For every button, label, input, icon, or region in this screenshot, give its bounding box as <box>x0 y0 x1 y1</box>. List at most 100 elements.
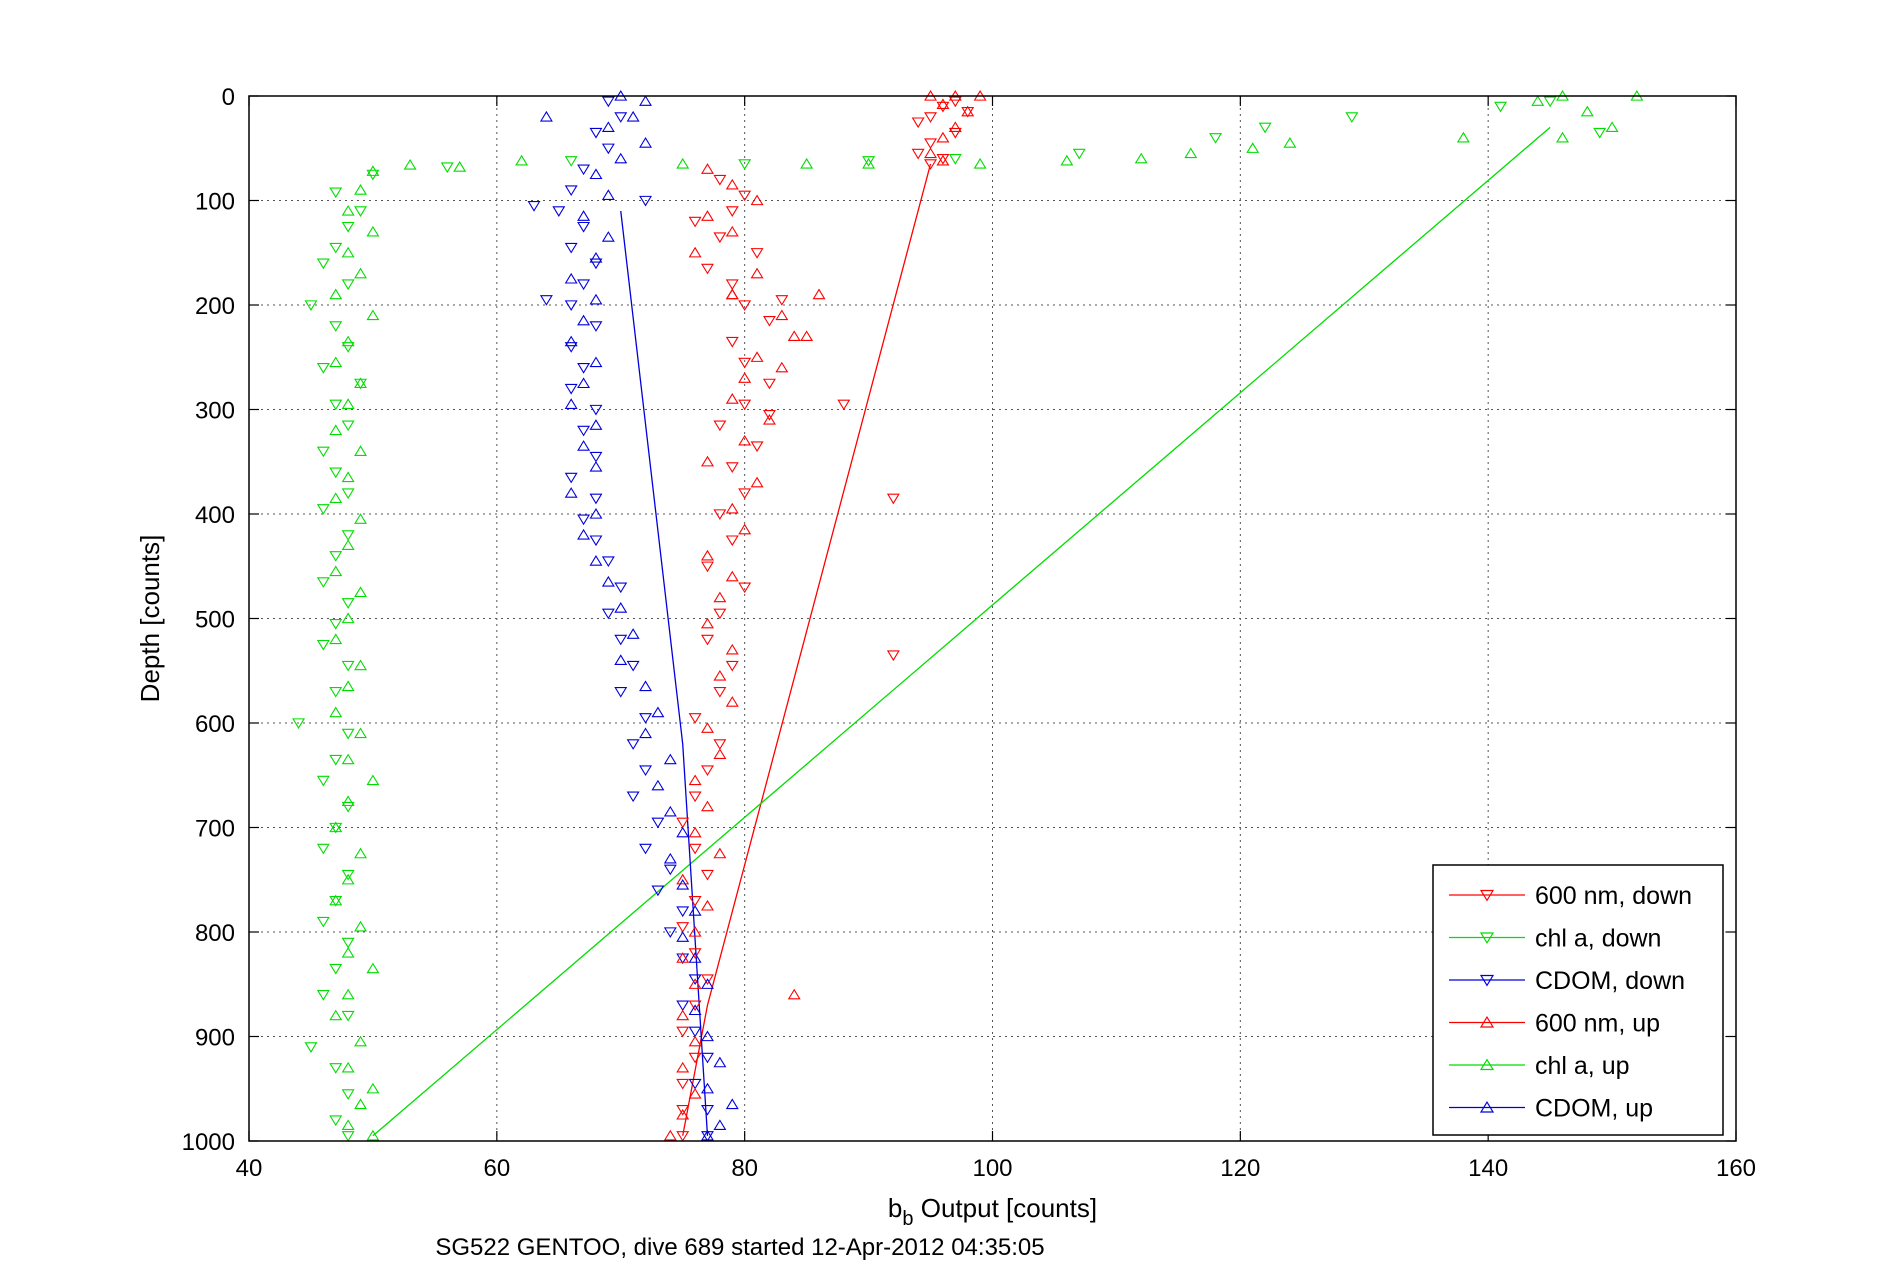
data-point <box>701 1129 714 1141</box>
data-point <box>886 493 900 505</box>
data-point <box>688 1052 702 1064</box>
data-point <box>762 378 776 390</box>
data-point <box>1184 147 1198 159</box>
data-point <box>725 225 739 237</box>
data-point <box>725 178 739 190</box>
legend-entry: chl a, up <box>1535 1052 1630 1080</box>
data-point <box>676 873 690 885</box>
legend-entry: CDOM, up <box>1535 1095 1653 1123</box>
data-point <box>762 410 776 421</box>
data-point <box>1494 101 1508 113</box>
data-point <box>366 309 380 321</box>
data-point <box>738 488 752 500</box>
data-point <box>329 633 343 645</box>
data-point <box>329 242 343 254</box>
data-point <box>688 895 702 907</box>
data-point <box>341 488 355 500</box>
data-point <box>738 300 752 312</box>
x-axis-label: bb Output [counts] <box>888 1193 1097 1230</box>
data-point <box>862 156 876 167</box>
data-point <box>713 686 727 698</box>
data-point <box>948 127 962 139</box>
data-point <box>341 1089 355 1100</box>
data-point <box>701 549 714 561</box>
data-point <box>403 158 417 170</box>
data-point <box>341 204 355 216</box>
data-point <box>329 754 343 766</box>
data-point <box>701 1052 714 1064</box>
data-point <box>663 852 677 864</box>
data-point <box>589 451 603 463</box>
legend-marker <box>1479 1015 1495 1028</box>
data-point <box>589 404 603 416</box>
data-point <box>948 121 962 133</box>
y-tick-label: 900 <box>195 1025 235 1052</box>
data-point <box>527 201 541 212</box>
data-point <box>329 565 343 577</box>
data-point <box>341 221 355 233</box>
data-point <box>713 1119 727 1130</box>
data-point <box>354 377 368 389</box>
data-point <box>601 189 615 200</box>
data-point <box>316 916 330 928</box>
data-point <box>924 138 938 150</box>
data-point <box>1593 127 1607 139</box>
data-point <box>936 154 950 165</box>
data-point <box>713 847 727 859</box>
data-point <box>366 165 380 176</box>
data-point <box>688 216 702 228</box>
data-point <box>329 321 343 332</box>
data-point <box>341 680 355 692</box>
legend-box <box>1432 864 1724 1136</box>
data-point <box>354 513 368 524</box>
data-point <box>676 1108 690 1120</box>
data-point <box>341 1131 355 1142</box>
data-point <box>738 434 752 446</box>
data-point <box>316 577 330 588</box>
data-point <box>663 753 677 765</box>
data-point <box>341 753 355 765</box>
data-point <box>750 441 764 453</box>
y-tick-label: 500 <box>195 607 235 634</box>
data-point <box>688 978 702 989</box>
data-point <box>614 112 628 123</box>
data-point <box>329 1115 343 1127</box>
data-point <box>626 110 640 122</box>
data-point <box>725 462 739 473</box>
data-point <box>564 242 578 254</box>
data-point <box>577 314 591 326</box>
data-point <box>725 570 739 582</box>
data-point <box>341 873 355 885</box>
data-point <box>341 795 355 807</box>
data-point <box>589 555 603 566</box>
data-point <box>577 164 591 176</box>
data-point <box>589 535 603 547</box>
data-point <box>329 686 343 698</box>
x-axis-label-subscript: b <box>902 1208 913 1230</box>
data-point <box>713 174 727 186</box>
data-point <box>676 826 690 838</box>
data-point <box>639 843 653 855</box>
data-point <box>688 925 702 937</box>
data-point <box>1605 121 1619 133</box>
data-point <box>750 476 764 488</box>
data-point <box>886 650 900 662</box>
data-point <box>1258 122 1272 134</box>
data-point <box>725 535 739 547</box>
data-point <box>688 974 702 986</box>
data-point <box>354 847 368 859</box>
data-point <box>651 779 665 791</box>
data-point <box>701 978 714 989</box>
data-point <box>924 159 938 170</box>
data-point <box>676 817 690 829</box>
data-point <box>341 1119 355 1130</box>
series-line <box>620 210 709 1136</box>
data-point <box>713 739 727 750</box>
data-point <box>589 127 603 139</box>
data-point <box>713 748 727 760</box>
data-point <box>329 288 343 300</box>
data-point <box>329 399 343 411</box>
data-point <box>354 586 368 598</box>
data-point <box>577 221 591 233</box>
data-point <box>341 869 355 881</box>
